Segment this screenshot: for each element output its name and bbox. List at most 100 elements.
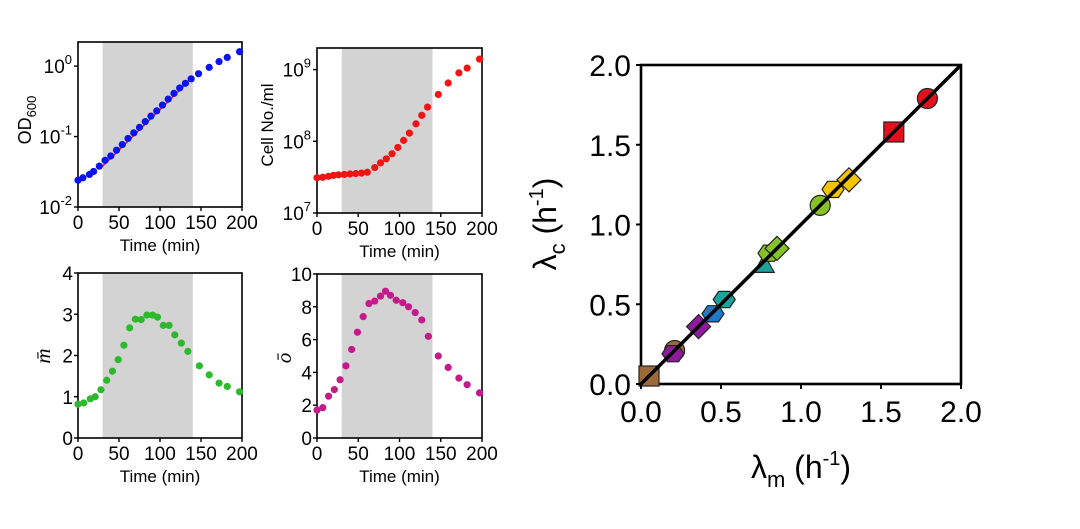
y-tick-label: 10-1 xyxy=(39,123,72,149)
y-tick-label: 0.0 xyxy=(589,369,631,402)
data-point xyxy=(352,169,360,178)
data-point xyxy=(371,163,379,172)
data-point xyxy=(114,356,122,364)
y-tick-base: 10 xyxy=(44,57,65,78)
x-tick-label: 200 xyxy=(226,444,258,465)
data-point xyxy=(205,371,213,379)
data-point xyxy=(319,404,327,412)
data-point xyxy=(235,388,244,396)
y-tick-label: 108 xyxy=(283,127,311,153)
y-tick-label: 1.5 xyxy=(589,130,631,163)
y-axis-label-main: OD xyxy=(15,117,35,144)
data-point xyxy=(334,171,343,179)
data-point xyxy=(181,79,190,87)
y-tick-base: 10 xyxy=(283,61,304,82)
y-tick-exponent: 9 xyxy=(304,56,311,71)
data-point xyxy=(463,381,471,389)
data-point xyxy=(313,406,321,414)
y-tick-label: 109 xyxy=(283,56,311,82)
data-point xyxy=(147,112,155,120)
y-tick-label: 8 xyxy=(301,298,312,319)
data-point xyxy=(376,292,385,300)
data-point xyxy=(235,48,244,56)
y-tick-label: 0 xyxy=(301,429,312,450)
x-tick-label: 100 xyxy=(384,219,416,240)
data-point xyxy=(108,367,117,375)
data-point xyxy=(404,303,413,311)
data-point xyxy=(223,53,231,61)
y-axis-label: ō xyxy=(272,353,296,364)
data-point xyxy=(434,352,442,360)
x-tick-label: 0.0 xyxy=(620,396,662,429)
x-tick-label: 200 xyxy=(466,219,498,240)
data-point xyxy=(158,101,167,109)
y-tick-base: 10 xyxy=(39,128,60,149)
x-axis-label-subscript: m xyxy=(767,467,785,492)
y-tick-label: 107 xyxy=(283,199,311,225)
data-point xyxy=(336,376,344,384)
y-tick-label: 0 xyxy=(62,429,73,450)
y-tick-label: 4 xyxy=(62,264,73,285)
data-point xyxy=(177,339,185,347)
x-tick-label: 150 xyxy=(425,444,457,465)
x-tick-label: 50 xyxy=(108,444,129,465)
x-axis-label: Time (min) xyxy=(359,242,440,261)
y-tick-label: 6 xyxy=(301,331,312,352)
x-tick-label: 0 xyxy=(312,444,323,465)
data-point xyxy=(455,69,463,77)
data-point xyxy=(89,167,98,176)
x-tick-label: 200 xyxy=(226,213,258,234)
data-point xyxy=(97,386,105,394)
data-point xyxy=(423,103,432,111)
data-point xyxy=(444,79,452,87)
data-point xyxy=(223,382,231,391)
data-point xyxy=(79,174,87,182)
y-tick-label: 100 xyxy=(44,52,72,78)
data-point xyxy=(463,64,471,72)
x-tick-label: 1.0 xyxy=(780,396,822,429)
data-point xyxy=(135,123,144,131)
data-point-diamond xyxy=(836,166,862,193)
data-point xyxy=(348,345,356,354)
data-point xyxy=(91,393,99,401)
data-point xyxy=(475,55,484,63)
data-point xyxy=(357,169,366,177)
subplot-lambda: 0.0 0.5 1.0 1.5 2.00.00.51.01.52.0λm (h-1)λc… xyxy=(526,50,982,492)
y-tick-label: 10-2 xyxy=(39,193,72,219)
data-point xyxy=(118,140,126,149)
data-point xyxy=(170,89,178,97)
data-point xyxy=(382,155,390,163)
y-axis-label-close: ) xyxy=(527,178,563,189)
data-point xyxy=(112,146,121,154)
y-tick-exponent: 0 xyxy=(65,52,72,67)
x-tick-label: 200 xyxy=(466,444,498,465)
data-point xyxy=(342,362,350,370)
x-tick-label: 100 xyxy=(144,213,176,234)
x-axis-label-unit: (h xyxy=(785,449,822,485)
y-tick-label: 2.0 xyxy=(589,50,631,83)
data-point xyxy=(444,363,452,372)
y-tick-label: 3 xyxy=(62,305,73,326)
data-point xyxy=(381,287,390,295)
data-point xyxy=(101,156,109,164)
y-axis-label: m̄ xyxy=(31,348,55,363)
data-point xyxy=(394,143,402,152)
x-axis-label-symbol: λ xyxy=(751,449,767,485)
x-tick-label: 100 xyxy=(144,444,176,465)
data-point xyxy=(187,75,195,83)
data-point xyxy=(411,308,419,317)
x-axis-label-close: ) xyxy=(840,449,851,485)
data-point xyxy=(405,129,413,137)
x-tick-label: 0 xyxy=(73,213,84,234)
data-point xyxy=(215,379,223,387)
y-tick-label: 10 xyxy=(291,265,312,286)
y-tick-label: 4 xyxy=(301,363,312,384)
data-point xyxy=(126,324,134,332)
data-point xyxy=(131,315,139,323)
data-point xyxy=(80,399,88,407)
data-point xyxy=(74,400,82,408)
data-point xyxy=(455,374,463,382)
x-tick-label: 2.0 xyxy=(940,396,982,429)
